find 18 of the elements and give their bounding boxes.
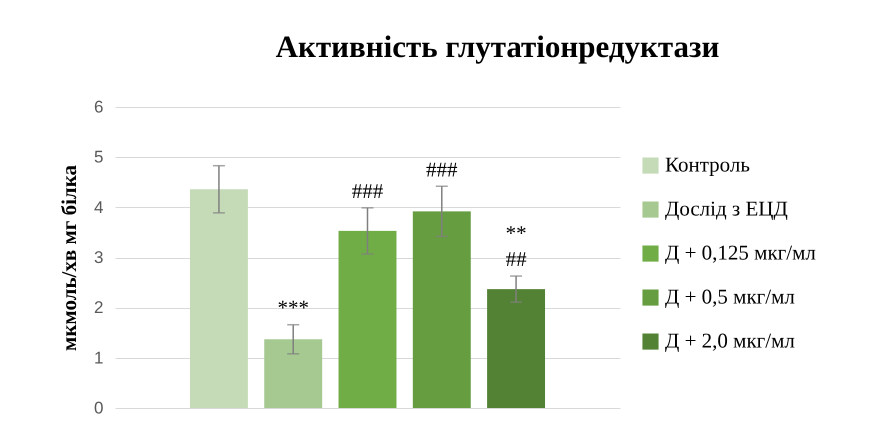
y-tick-label: 5 — [94, 148, 104, 167]
y-tick-label: 3 — [94, 248, 104, 267]
data-label: ### — [352, 178, 384, 203]
chart-title: Активність глутатіонредуктази — [276, 29, 720, 64]
y-tick-label: 2 — [94, 298, 104, 318]
legend-label: Д + 0,5 мкг/мл — [665, 284, 795, 308]
legend-label: Дослід з ЕЦД — [665, 196, 788, 220]
y-axis-title: мкмоль/хв мг білка — [57, 164, 82, 351]
y-tick-label: 1 — [94, 348, 104, 368]
legend-label: Д + 0,125 мкг/мл — [665, 240, 816, 264]
y-tick-label: 6 — [94, 98, 104, 116]
y-tick-label: 0 — [94, 398, 104, 418]
data-label: *** — [277, 296, 309, 320]
data-label: ** ## — [506, 221, 528, 272]
legend-label: Контроль — [665, 152, 750, 176]
legend-label: Д + 2,0 мкг/мл — [665, 328, 795, 352]
data-label: ### — [426, 157, 458, 182]
y-tick-label: 4 — [94, 198, 104, 217]
